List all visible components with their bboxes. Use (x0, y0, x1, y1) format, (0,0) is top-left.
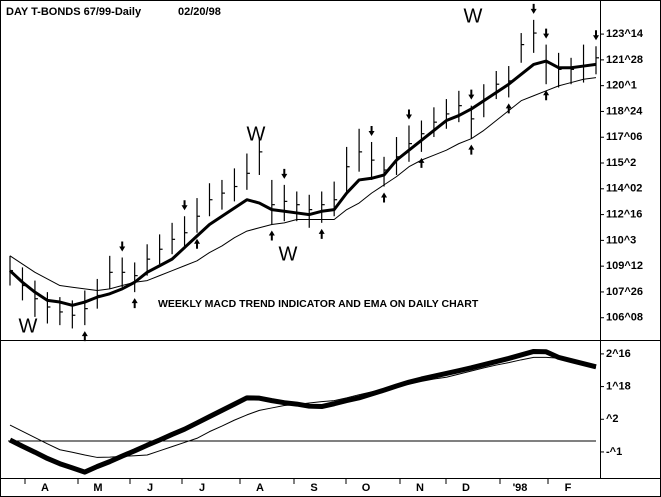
line-series (9, 77, 597, 291)
x-tick-label: A (41, 482, 49, 494)
x-tick-label: J (199, 482, 205, 494)
line-series (9, 356, 597, 458)
y-tick-label: 106^08 (606, 312, 643, 324)
y-tick-label: 121^28 (606, 54, 643, 66)
signal-arrow (468, 144, 475, 155)
y2-tick-label: 2^16 (606, 348, 631, 360)
signal-arrow (593, 30, 599, 41)
signal-arrow (181, 200, 188, 211)
y-tick-label: 109^12 (606, 260, 643, 272)
signal-arrow (368, 125, 375, 136)
x-tick-label: O (362, 482, 371, 494)
chart-title: DAY T-BONDS 67/99-Daily (6, 6, 142, 18)
wave-label: W (279, 243, 298, 265)
signal-arrow (119, 241, 126, 252)
x-tick-label: M (93, 482, 102, 494)
chart-date: 02/20/98 (178, 6, 221, 18)
y2-tick-label: ^2 (606, 413, 619, 425)
signal-arrow (405, 109, 412, 120)
signal-arrow (543, 28, 550, 39)
signal-arrow (318, 228, 325, 239)
wave-label: W (464, 5, 483, 27)
signal-arrow (468, 89, 475, 100)
y-tick-label: 117^06 (606, 131, 642, 143)
x-tick-label: '98 (513, 482, 528, 494)
y-tick-label: 115^2 (606, 157, 636, 169)
signal-arrow (131, 298, 138, 309)
x-tick-label: D (462, 482, 470, 494)
signal-arrow (81, 331, 88, 342)
signal-arrow (543, 90, 550, 101)
y2-tick-label: 1^18 (606, 380, 631, 392)
signal-arrow (268, 230, 275, 241)
y-tick-label: 120^1 (606, 80, 637, 92)
y-tick-label: 114^02 (606, 183, 642, 195)
line-series (8, 59, 597, 307)
y2-tick-label: -^1 (606, 446, 622, 458)
y-tick-label: 112^16 (606, 208, 642, 220)
x-tick-label: F (565, 482, 572, 494)
signal-arrow (281, 168, 288, 179)
y-tick-label: 107^26 (606, 286, 643, 298)
signal-arrow (418, 157, 425, 168)
signal-arrow (194, 238, 201, 249)
wave-label: W (19, 315, 38, 337)
wave-label: W (247, 123, 266, 145)
y-tick-label: 118^24 (606, 105, 643, 117)
line-series (8, 348, 597, 475)
x-tick-label: A (256, 482, 264, 494)
signal-arrow (530, 3, 537, 14)
x-tick-label: N (416, 482, 424, 494)
y-tick-label: 110^3 (606, 234, 636, 246)
signal-arrow (381, 192, 388, 203)
x-tick-label: J (147, 482, 153, 494)
signal-arrow (505, 103, 512, 114)
annotation: WEEKLY MACD TREND INDICATOR AND EMA ON D… (158, 298, 479, 310)
y-tick-label: 123^14 (606, 28, 644, 40)
x-tick-label: S (310, 482, 317, 494)
